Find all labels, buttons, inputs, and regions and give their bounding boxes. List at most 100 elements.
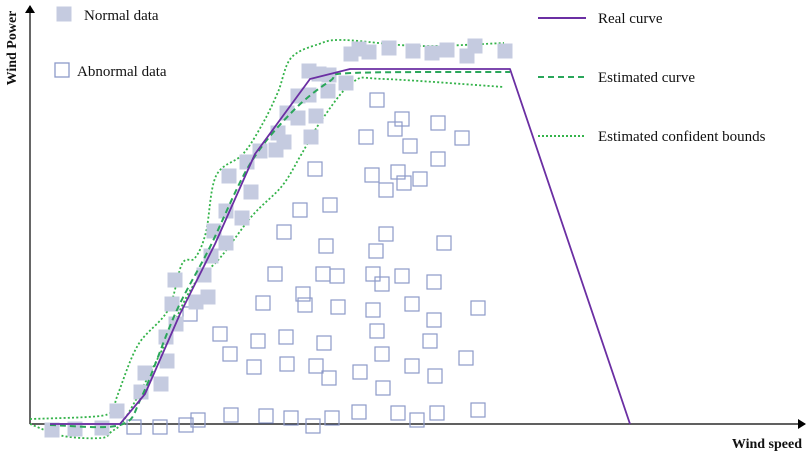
normal-data-layer xyxy=(44,38,513,438)
abnormal-data-point xyxy=(358,129,374,145)
abnormal-data-point xyxy=(330,299,346,315)
abnormal-data-layer xyxy=(126,92,486,435)
confidence-bound-upper xyxy=(29,39,505,420)
normal-data-point xyxy=(303,129,319,145)
abnormal-data-point xyxy=(307,161,323,177)
normal-data-point xyxy=(276,134,292,150)
abnormal-data-point xyxy=(178,417,194,433)
y-axis-title: Wind Power xyxy=(5,11,20,86)
normal-data-point xyxy=(381,40,397,56)
abnormal-data-point xyxy=(292,202,308,218)
abnormal-data-point xyxy=(126,419,142,435)
abnormal-data-point xyxy=(352,364,368,380)
abnormal-data-point xyxy=(322,197,338,213)
normal-data-point xyxy=(424,45,440,61)
abnormal-data-point xyxy=(402,138,418,154)
abnormal-data-point xyxy=(318,238,334,254)
normal-data-point xyxy=(290,110,306,126)
abnormal-data-point xyxy=(279,356,295,372)
normal-data-point xyxy=(218,235,234,251)
abnormal-data-point xyxy=(429,405,445,421)
abnormal-data-point xyxy=(278,329,294,345)
abnormal-data-point xyxy=(368,243,384,259)
legend-normal-label: Normal data xyxy=(84,8,159,24)
normal-data-point xyxy=(439,42,455,58)
abnormal-data-point xyxy=(308,358,324,374)
legend-real-label: Real curve xyxy=(598,11,663,27)
abnormal-data-point xyxy=(369,323,385,339)
normal-data-point xyxy=(109,403,125,419)
abnormal-data-point xyxy=(223,407,239,423)
normal-data-point xyxy=(301,87,317,103)
abnormal-data-point xyxy=(283,410,299,426)
abnormal-data-point xyxy=(267,266,283,282)
abnormal-data-point xyxy=(365,266,381,282)
abnormal-data-point xyxy=(430,115,446,131)
normal-data-point xyxy=(221,168,237,184)
legend-normal-marker xyxy=(56,6,72,22)
abnormal-data-point xyxy=(365,302,381,318)
abnormal-data-point xyxy=(470,300,486,316)
abnormal-data-point xyxy=(375,380,391,396)
normal-data-point xyxy=(497,43,513,59)
legend-left: Normal data Abnormal data xyxy=(54,6,167,80)
legend-bounds-label: Estimated confident bounds xyxy=(598,129,766,145)
abnormal-data-point xyxy=(394,268,410,284)
legend-estimated-label: Estimated curve xyxy=(598,70,695,86)
abnormal-data-point xyxy=(315,266,331,282)
normal-data-point xyxy=(164,296,180,312)
abnormal-data-point xyxy=(329,268,345,284)
abnormal-data-point xyxy=(246,359,262,375)
legend-abnormal-label: Abnormal data xyxy=(77,64,167,80)
normal-data-point xyxy=(153,376,169,392)
confidence-bounds-layer xyxy=(29,39,505,440)
normal-data-point xyxy=(320,83,336,99)
abnormal-data-point xyxy=(321,370,337,386)
abnormal-data-point xyxy=(212,326,228,342)
abnormal-data-point xyxy=(412,171,428,187)
normal-data-point xyxy=(243,184,259,200)
abnormal-data-point xyxy=(390,164,406,180)
normal-data-point xyxy=(308,108,324,124)
abnormal-data-point xyxy=(426,274,442,290)
legend-right: Real curve Estimated curve Estimated con… xyxy=(538,11,766,145)
abnormal-data-point xyxy=(276,224,292,240)
abnormal-data-point xyxy=(436,235,452,251)
abnormal-data-point xyxy=(378,226,394,242)
estimated-curve-line xyxy=(49,71,511,429)
real-curve-line xyxy=(50,68,631,425)
abnormal-data-point xyxy=(374,276,390,292)
abnormal-data-point xyxy=(378,182,394,198)
normal-data-point xyxy=(361,44,377,60)
abnormal-data-point xyxy=(390,405,406,421)
abnormal-data-point xyxy=(316,335,332,351)
abnormal-data-point xyxy=(190,412,206,428)
normal-data-point xyxy=(167,272,183,288)
abnormal-data-point xyxy=(409,412,425,428)
normal-data-point xyxy=(200,289,216,305)
abnormal-data-point xyxy=(364,167,380,183)
normal-data-point xyxy=(405,43,421,59)
abnormal-data-point xyxy=(426,312,442,328)
abnormal-data-point xyxy=(250,333,266,349)
abnormal-data-point xyxy=(430,151,446,167)
abnormal-data-point xyxy=(454,130,470,146)
normal-data-point xyxy=(467,38,483,54)
abnormal-data-point xyxy=(351,404,367,420)
abnormal-data-point xyxy=(422,333,438,349)
normal-data-point xyxy=(338,75,354,91)
abnormal-data-point xyxy=(396,175,412,191)
abnormal-data-point xyxy=(470,402,486,418)
x-axis-title: Wind speed xyxy=(732,437,802,452)
abnormal-data-point xyxy=(404,296,420,312)
abnormal-data-point xyxy=(394,111,410,127)
normal-data-point xyxy=(137,365,153,381)
abnormal-data-point xyxy=(258,408,274,424)
abnormal-data-point xyxy=(369,92,385,108)
abnormal-data-point xyxy=(324,410,340,426)
normal-data-point xyxy=(234,210,250,226)
legend-abnormal-marker xyxy=(54,62,70,78)
abnormal-data-point xyxy=(222,346,238,362)
abnormal-data-point xyxy=(297,297,313,313)
